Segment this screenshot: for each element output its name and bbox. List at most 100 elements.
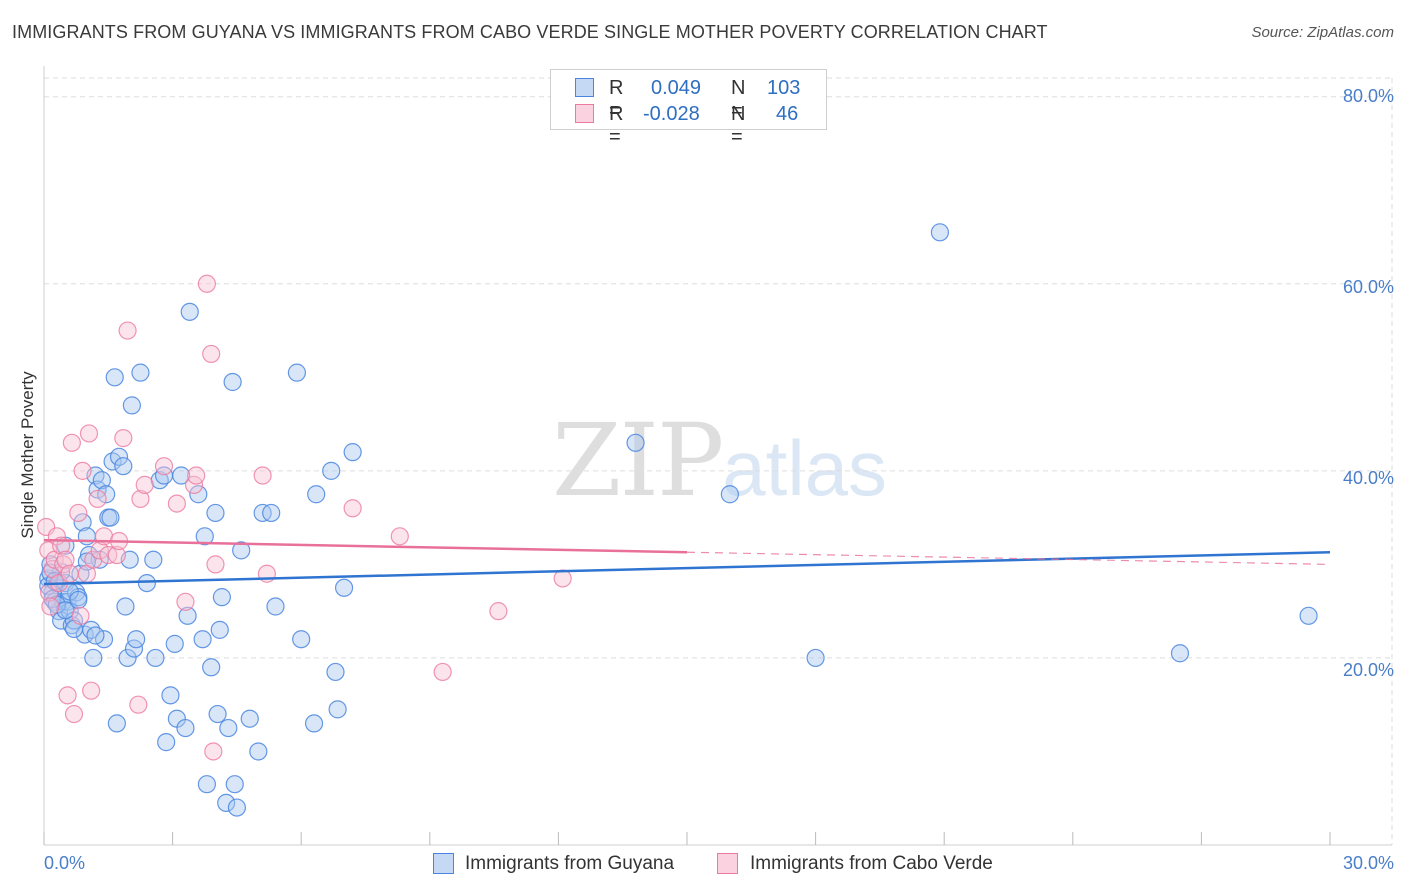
source-label: Source: ZipAtlas.com bbox=[1251, 24, 1394, 41]
data-point-guyana bbox=[806, 648, 825, 668]
data-point-guyana bbox=[86, 626, 105, 645]
data-point-cabo-verde bbox=[489, 602, 508, 621]
data-point-guyana bbox=[1170, 644, 1190, 663]
data-point-guyana bbox=[217, 793, 236, 813]
data-point-cabo-verde bbox=[176, 592, 195, 611]
data-point-cabo-verde bbox=[114, 429, 133, 448]
guyana-swatch bbox=[575, 78, 594, 97]
data-point-cabo-verde bbox=[71, 606, 90, 625]
data-point-guyana bbox=[165, 634, 184, 653]
axes bbox=[43, 66, 1392, 846]
data-point-guyana bbox=[1299, 606, 1318, 625]
data-point-guyana bbox=[101, 508, 120, 527]
data-point-guyana bbox=[144, 550, 163, 569]
data-point-guyana bbox=[304, 714, 324, 733]
data-point-guyana bbox=[210, 620, 229, 639]
legend-n-label: N = bbox=[731, 77, 746, 122]
data-point-cabo-verde bbox=[60, 564, 79, 583]
data-point-guyana bbox=[626, 433, 645, 452]
data-point-guyana bbox=[105, 368, 124, 387]
data-point-guyana bbox=[322, 461, 341, 480]
data-point-guyana bbox=[176, 718, 195, 738]
data-point-cabo-verde bbox=[54, 555, 73, 574]
data-point-guyana bbox=[227, 798, 246, 817]
chart-title: IMMIGRANTS FROM GUYANA VS IMMIGRANTS FRO… bbox=[12, 22, 1048, 42]
series-guyana bbox=[39, 223, 1318, 817]
data-point-cabo-verde bbox=[129, 695, 148, 714]
cabo-verde-swatch bbox=[575, 104, 594, 123]
data-point-guyana bbox=[73, 513, 92, 532]
y-tick-label: 20.0% bbox=[1342, 660, 1394, 680]
data-point-cabo-verde bbox=[204, 742, 223, 761]
series-cabo-verde bbox=[37, 274, 572, 761]
guyana-swatch bbox=[433, 853, 454, 874]
data-point-cabo-verde bbox=[107, 545, 126, 565]
data-point-guyana bbox=[223, 372, 242, 392]
data-point-guyana bbox=[307, 485, 326, 504]
data-point-cabo-verde bbox=[88, 489, 107, 509]
data-point-cabo-verde bbox=[41, 597, 60, 616]
data-point-guyana bbox=[206, 503, 225, 523]
legend-n-value: 103 bbox=[767, 77, 801, 99]
data-point-guyana bbox=[77, 527, 96, 546]
data-point-cabo-verde bbox=[58, 686, 77, 705]
data-point-guyana bbox=[146, 648, 165, 668]
data-point-guyana bbox=[225, 775, 244, 794]
data-point-cabo-verde bbox=[343, 499, 362, 518]
x-tick-label: 30.0% bbox=[1342, 853, 1394, 873]
data-point-cabo-verde bbox=[202, 344, 221, 364]
data-point-guyana bbox=[343, 443, 362, 462]
legend-r-label: R = bbox=[609, 77, 624, 122]
watermark-atlas: atlas bbox=[722, 424, 888, 512]
data-point-guyana bbox=[137, 573, 156, 593]
data-point-cabo-verde bbox=[206, 555, 225, 574]
data-point-guyana bbox=[161, 686, 180, 705]
data-point-cabo-verde bbox=[433, 662, 452, 682]
y-axis-label: Single Mother Poverty bbox=[18, 371, 37, 539]
data-point-cabo-verde bbox=[154, 457, 174, 476]
trend-line-cabo-verde bbox=[686, 551, 1331, 565]
data-point-cabo-verde bbox=[62, 433, 81, 452]
data-point-cabo-verde bbox=[56, 550, 75, 569]
y-tick-label: 60.0% bbox=[1342, 277, 1394, 297]
x-tick-label: 0.0% bbox=[44, 853, 86, 873]
data-point-guyana bbox=[930, 223, 950, 242]
trend-line-guyana bbox=[43, 550, 1331, 586]
data-point-guyana bbox=[180, 302, 199, 321]
data-point-cabo-verde bbox=[73, 461, 92, 480]
y-tick-label: 80.0% bbox=[1342, 86, 1394, 106]
data-point-guyana bbox=[326, 662, 345, 682]
legend-n-label: N = bbox=[731, 103, 746, 148]
guyana-legend-label: Immigrants from Guyana bbox=[465, 853, 675, 874]
correlation-legend: R = 0.049 N = 103 R = -0.028 N = 46 bbox=[550, 69, 827, 148]
data-point-guyana bbox=[189, 485, 208, 504]
data-point-guyana bbox=[84, 648, 103, 668]
data-point-guyana bbox=[212, 588, 231, 607]
data-point-guyana bbox=[88, 480, 107, 499]
data-point-cabo-verde bbox=[553, 569, 572, 588]
data-point-guyana bbox=[249, 742, 268, 761]
cabo-verde-legend-label: Immigrants from Cabo Verde bbox=[750, 853, 993, 874]
gridlines bbox=[44, 77, 1393, 845]
cabo-verde-swatch bbox=[717, 853, 738, 874]
data-point-guyana bbox=[92, 471, 111, 490]
watermark: ZIPatlas bbox=[552, 402, 887, 519]
data-point-guyana bbox=[114, 457, 133, 476]
legend-r-value: -0.028 bbox=[643, 103, 700, 125]
data-point-cabo-verde bbox=[197, 274, 216, 293]
data-point-guyana bbox=[97, 485, 116, 504]
data-point-cabo-verde bbox=[390, 527, 409, 546]
data-point-cabo-verde bbox=[69, 503, 88, 523]
data-point-guyana bbox=[193, 630, 212, 649]
data-point-cabo-verde bbox=[131, 489, 150, 509]
trend-line-cabo-verde bbox=[43, 538, 688, 554]
legend-n-value: 46 bbox=[776, 103, 799, 125]
data-point-guyana bbox=[107, 714, 126, 733]
data-point-guyana bbox=[334, 578, 354, 597]
data-point-guyana bbox=[109, 447, 129, 466]
data-point-guyana bbox=[127, 630, 146, 649]
data-point-cabo-verde bbox=[64, 704, 84, 724]
data-point-guyana bbox=[292, 630, 311, 649]
data-point-guyana bbox=[69, 590, 88, 610]
